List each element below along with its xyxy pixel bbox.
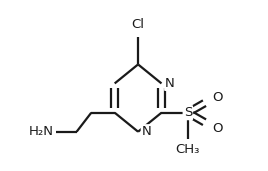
Text: N: N <box>165 77 175 90</box>
Text: O: O <box>212 91 222 104</box>
Text: O: O <box>212 122 222 135</box>
Text: S: S <box>184 106 192 119</box>
Text: Cl: Cl <box>132 18 144 31</box>
Text: N: N <box>142 125 151 138</box>
Text: H₂N: H₂N <box>29 125 54 138</box>
Text: CH₃: CH₃ <box>176 143 200 156</box>
